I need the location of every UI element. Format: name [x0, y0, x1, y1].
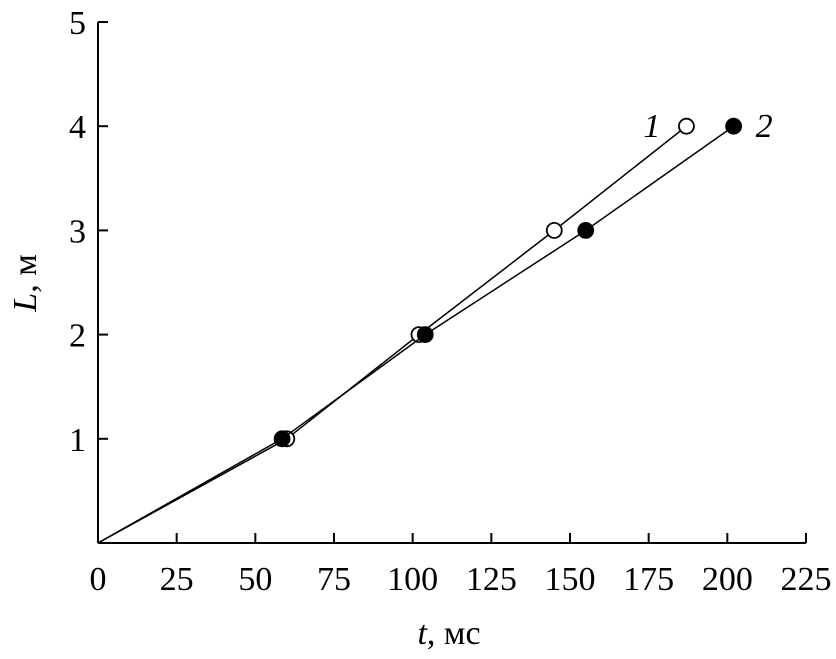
y-tick-label: 4: [69, 109, 86, 146]
y-axis-label: L, м: [7, 254, 44, 312]
x-tick-label: 50: [238, 561, 272, 598]
x-tick-label: 150: [545, 561, 596, 598]
x-tick-label: 200: [702, 561, 753, 598]
x-tick-label: 100: [387, 561, 438, 598]
x-label-symbol: t: [417, 615, 428, 652]
origin-segment: [97, 438, 283, 544]
point: [416, 326, 434, 344]
x-axis-label: t, мс: [417, 615, 480, 652]
point: [725, 117, 743, 135]
point: [678, 117, 695, 135]
point: [577, 221, 595, 239]
series-label: 2: [756, 108, 773, 145]
series-label: 1: [643, 108, 660, 145]
y-label-unit: , м: [7, 254, 44, 293]
x-label-unit: , мс: [427, 615, 481, 652]
y-tick-label: 1: [69, 422, 86, 459]
point: [545, 221, 563, 239]
y-label-symbol: L: [7, 293, 44, 313]
x-tick-label: 175: [623, 561, 674, 598]
y-tick-label: 5: [69, 5, 86, 42]
y-tick-label: 3: [69, 213, 86, 250]
x-tick-label: 75: [317, 561, 351, 598]
x-tick-label: 0: [90, 561, 107, 598]
x-tick-label: 125: [466, 561, 517, 598]
series-line: [281, 125, 735, 440]
x-tick-label: 25: [160, 561, 194, 598]
x-tick-label: 225: [781, 561, 832, 598]
y-tick-label: 2: [69, 318, 86, 355]
point: [273, 430, 291, 448]
